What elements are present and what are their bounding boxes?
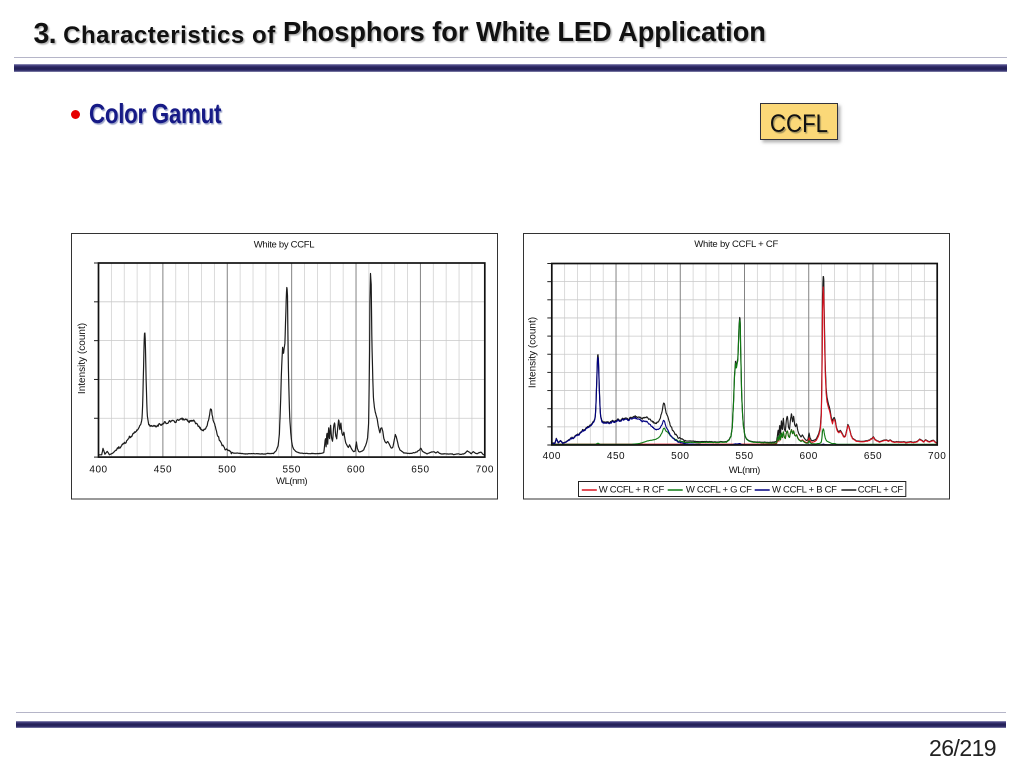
svg-text:600: 600 xyxy=(800,451,818,462)
svg-text:700: 700 xyxy=(928,451,946,462)
svg-text:650: 650 xyxy=(411,465,429,476)
svg-text:Intensity (count): Intensity (count) xyxy=(77,323,88,394)
svg-text:CCFL + CF: CCFL + CF xyxy=(858,484,904,495)
svg-text:450: 450 xyxy=(607,451,625,462)
svg-text:400: 400 xyxy=(543,451,561,462)
svg-text:Intensity (count): Intensity (count) xyxy=(528,317,539,388)
svg-text:450: 450 xyxy=(154,465,172,476)
svg-text:700: 700 xyxy=(476,465,494,476)
svg-text:White by CCFL + CF: White by CCFL + CF xyxy=(694,239,778,250)
svg-text:W CCFL + R CF: W CCFL + R CF xyxy=(599,484,665,495)
svg-text:600: 600 xyxy=(347,465,365,476)
svg-text:WL(nm): WL(nm) xyxy=(276,476,307,487)
svg-text:WL(nm): WL(nm) xyxy=(729,465,760,476)
svg-text:500: 500 xyxy=(218,465,236,476)
svg-text:400: 400 xyxy=(89,465,107,476)
svg-text:W CCFL + G CF: W CCFL + G CF xyxy=(686,484,752,495)
svg-text:550: 550 xyxy=(735,451,753,462)
svg-text:White by CCFL: White by CCFL xyxy=(254,240,315,251)
svg-text:W CCFL + B CF: W CCFL + B CF xyxy=(772,484,837,495)
svg-text:500: 500 xyxy=(671,451,689,462)
svg-text:650: 650 xyxy=(864,451,882,462)
svg-text:550: 550 xyxy=(283,465,301,476)
